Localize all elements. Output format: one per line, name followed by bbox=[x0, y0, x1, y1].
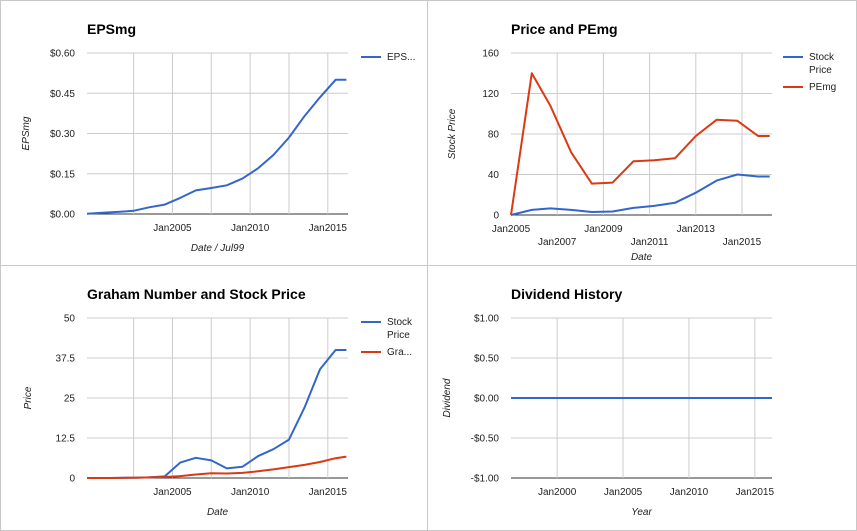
graham-x-tick-label: Jan2005 bbox=[153, 487, 192, 498]
graham-series-line-1 bbox=[87, 349, 347, 479]
price-pe-chart: Price and PEmg 0 40 80 120 160 Jan2005 Jan2007 J… bbox=[447, 21, 836, 263]
dividend-y-tick-label: $1.00 bbox=[474, 314, 499, 325]
eps-chart-panel: EPSmg $0.00 $0.15 $0.30 $0.45 $0.60 Jan2005 Jan… bbox=[0, 0, 428, 266]
eps-y-tick-label: $0.45 bbox=[50, 89, 75, 100]
price-pe-x-tick-label: Jan2015 bbox=[723, 237, 762, 248]
price-pe-chart-title: Price and PEmg bbox=[511, 21, 618, 37]
eps-y-tick-label: $0.00 bbox=[50, 210, 75, 221]
graham-x-tick-label: Jan2010 bbox=[231, 487, 270, 498]
price-pe-y-axis-title: Stock Price bbox=[447, 108, 458, 159]
price-pe-legend-label-2: PEmg bbox=[809, 82, 836, 93]
dividend-x-tick-label: Jan2015 bbox=[736, 487, 775, 498]
eps-series-line-1 bbox=[86, 78, 347, 215]
price-pe-y-tick-label: 160 bbox=[482, 49, 499, 60]
graham-y-tick-label: 50 bbox=[64, 314, 76, 325]
dividend-chart: Dividend History -$1.00 -$0.50 $0.00 $0.50 $1… bbox=[442, 286, 775, 518]
graham-y-axis-title: Price bbox=[23, 386, 34, 409]
graham-series-line-2 bbox=[87, 455, 347, 479]
price-pe-legend-label-1: Stock bbox=[809, 52, 835, 63]
graham-y-tick-label: 0 bbox=[69, 474, 75, 485]
graham-chart: Graham Number and Stock Price 0 12.5 25 37.5… bbox=[23, 286, 413, 518]
dividend-chart-panel: Dividend History -$1.00 -$0.50 $0.00 $0.50 $1… bbox=[427, 265, 857, 531]
eps-legend-label-1: EPS... bbox=[387, 52, 415, 63]
eps-y-tick-label: $0.15 bbox=[50, 169, 75, 180]
price-pe-x-tick-label: Jan2007 bbox=[538, 237, 577, 248]
eps-chart: EPSmg $0.00 $0.15 $0.30 $0.45 $0.60 Jan2005 Jan… bbox=[21, 21, 415, 254]
dividend-y-tick-label: $0.00 bbox=[474, 394, 499, 405]
dividend-x-tick-label: Jan2000 bbox=[538, 487, 577, 498]
dividend-y-tick-label: $0.50 bbox=[474, 354, 499, 365]
eps-y-tick-label: $0.60 bbox=[50, 49, 75, 60]
graham-y-tick-label: 12.5 bbox=[56, 434, 76, 445]
dividend-x-tick-label: Jan2010 bbox=[670, 487, 709, 498]
eps-y-axis-title: EPSmg bbox=[21, 116, 32, 150]
price-pe-x-tick-label: Jan2009 bbox=[584, 224, 623, 235]
graham-legend-label-2: Gra... bbox=[387, 347, 412, 358]
price-pe-y-tick-label: 40 bbox=[488, 170, 500, 181]
dividend-chart-title: Dividend History bbox=[511, 286, 622, 302]
price-pe-x-tick-label: Jan2013 bbox=[677, 224, 716, 235]
graham-y-tick-label: 37.5 bbox=[56, 354, 76, 365]
graham-x-tick-label: Jan2015 bbox=[309, 487, 348, 498]
price-pe-x-tick-label: Jan2011 bbox=[631, 237, 669, 248]
price-pe-x-tick-label: Jan2005 bbox=[492, 224, 531, 235]
eps-y-tick-label: $0.30 bbox=[50, 129, 75, 140]
price-pe-series-line-2 bbox=[510, 72, 770, 216]
graham-chart-title: Graham Number and Stock Price bbox=[87, 286, 306, 302]
graham-y-tick-label: 25 bbox=[64, 394, 76, 405]
price-pe-legend-label-1-cont: Price bbox=[809, 65, 832, 76]
eps-chart-title: EPSmg bbox=[87, 21, 136, 37]
price-pe-y-tick-label: 0 bbox=[493, 211, 499, 222]
dividend-x-axis-title: Year bbox=[631, 507, 652, 518]
price-pe-series-line-1 bbox=[510, 173, 770, 216]
price-pe-x-axis-title: Date bbox=[631, 252, 653, 263]
dividend-y-axis-title: Dividend bbox=[442, 378, 453, 417]
graham-chart-panel: Graham Number and Stock Price 0 12.5 25 37.5… bbox=[0, 265, 428, 531]
graham-x-axis-title: Date bbox=[207, 507, 229, 518]
eps-x-tick-label: Jan2015 bbox=[309, 223, 348, 234]
eps-x-tick-label: Jan2010 bbox=[231, 223, 270, 234]
dividend-y-tick-label: -$1.00 bbox=[471, 474, 500, 485]
price-pe-chart-panel: Price and PEmg 0 40 80 120 160 Jan2005 Jan2007 J… bbox=[427, 0, 857, 266]
graham-legend-label-1: Stock bbox=[387, 317, 413, 328]
eps-x-axis-title: Date / Jul99 bbox=[191, 243, 245, 254]
dividend-x-tick-label: Jan2005 bbox=[604, 487, 643, 498]
graham-legend-label-1-cont: Price bbox=[387, 330, 410, 341]
price-pe-y-tick-label: 120 bbox=[482, 89, 499, 100]
eps-x-tick-label: Jan2005 bbox=[153, 223, 192, 234]
dividend-y-tick-label: -$0.50 bbox=[471, 434, 500, 445]
price-pe-y-tick-label: 80 bbox=[488, 130, 500, 141]
